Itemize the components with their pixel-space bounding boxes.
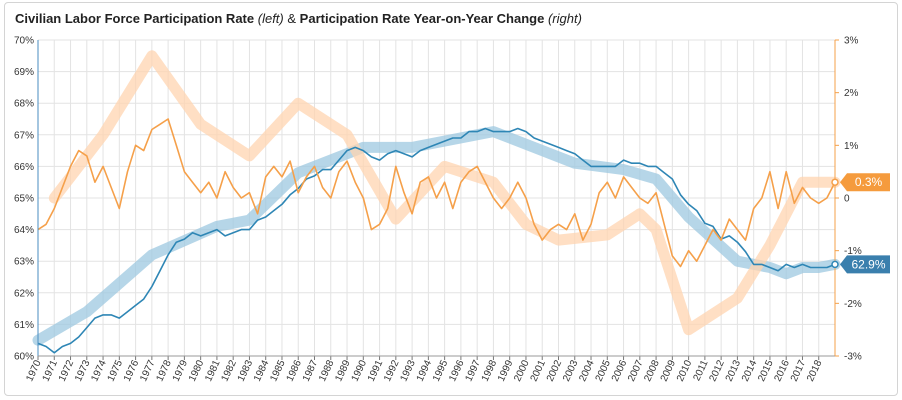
right-tick-label: 0 (844, 194, 850, 205)
left-tick-label: 68% (14, 99, 34, 110)
left-tick-label: 67% (14, 130, 34, 141)
left-tick-label: 66% (14, 162, 34, 173)
x-tick-label: 2010 (675, 358, 695, 383)
right-tick-label: 1% (844, 141, 859, 152)
trend-layer (32, 50, 841, 346)
chart-title: Civilian Labor Force Participation Rate … (15, 11, 582, 26)
left-tick-label: 61% (14, 320, 34, 331)
left-tick-label: 64% (14, 225, 34, 236)
label-layer: 0.3% 62.9% (831, 173, 890, 274)
right-tick-label: 2% (844, 88, 859, 99)
yoy-change-line (37, 118, 836, 268)
title-left-series: Civilian Labor Force Participation Rate (15, 11, 255, 26)
left-tick-label: 60% (14, 352, 34, 363)
participation-rate-line (37, 127, 836, 354)
right-tick-label: -1% (844, 246, 862, 257)
yoy-end-label-bg (840, 173, 890, 192)
left-tick-label: 63% (14, 257, 34, 268)
left-tick-label: 69% (14, 67, 34, 78)
series-layer (37, 118, 836, 354)
left-tick-label: 62% (14, 288, 34, 299)
right-tick-label: -2% (844, 299, 862, 310)
title-left-note: (left) (257, 11, 284, 26)
left-tick-label: 70% (14, 36, 34, 47)
left-tick-label: 65% (14, 194, 34, 205)
right-tick-label: -3% (844, 352, 862, 363)
participation-end-label: 62.9% (851, 257, 885, 271)
right-tick-label: 3% (844, 36, 859, 47)
x-tick-label: 2018 (805, 358, 825, 383)
axis-layer: 1970197119721973197419751976197719781979… (14, 36, 862, 384)
participation-end-marker (831, 260, 839, 269)
title-right-note: (right) (547, 11, 582, 26)
yoy-end-label: 0.3% (855, 175, 883, 189)
chart-frame (4, 2, 898, 396)
yoy-trend-line (48, 50, 841, 336)
title-right-series: Participation Rate Year-on-Year Change (299, 11, 545, 26)
yoy-end-marker (831, 178, 839, 186)
title-joiner: & (287, 11, 297, 26)
participation-trend-line (32, 126, 841, 346)
participation-end-label-bg (840, 255, 890, 274)
